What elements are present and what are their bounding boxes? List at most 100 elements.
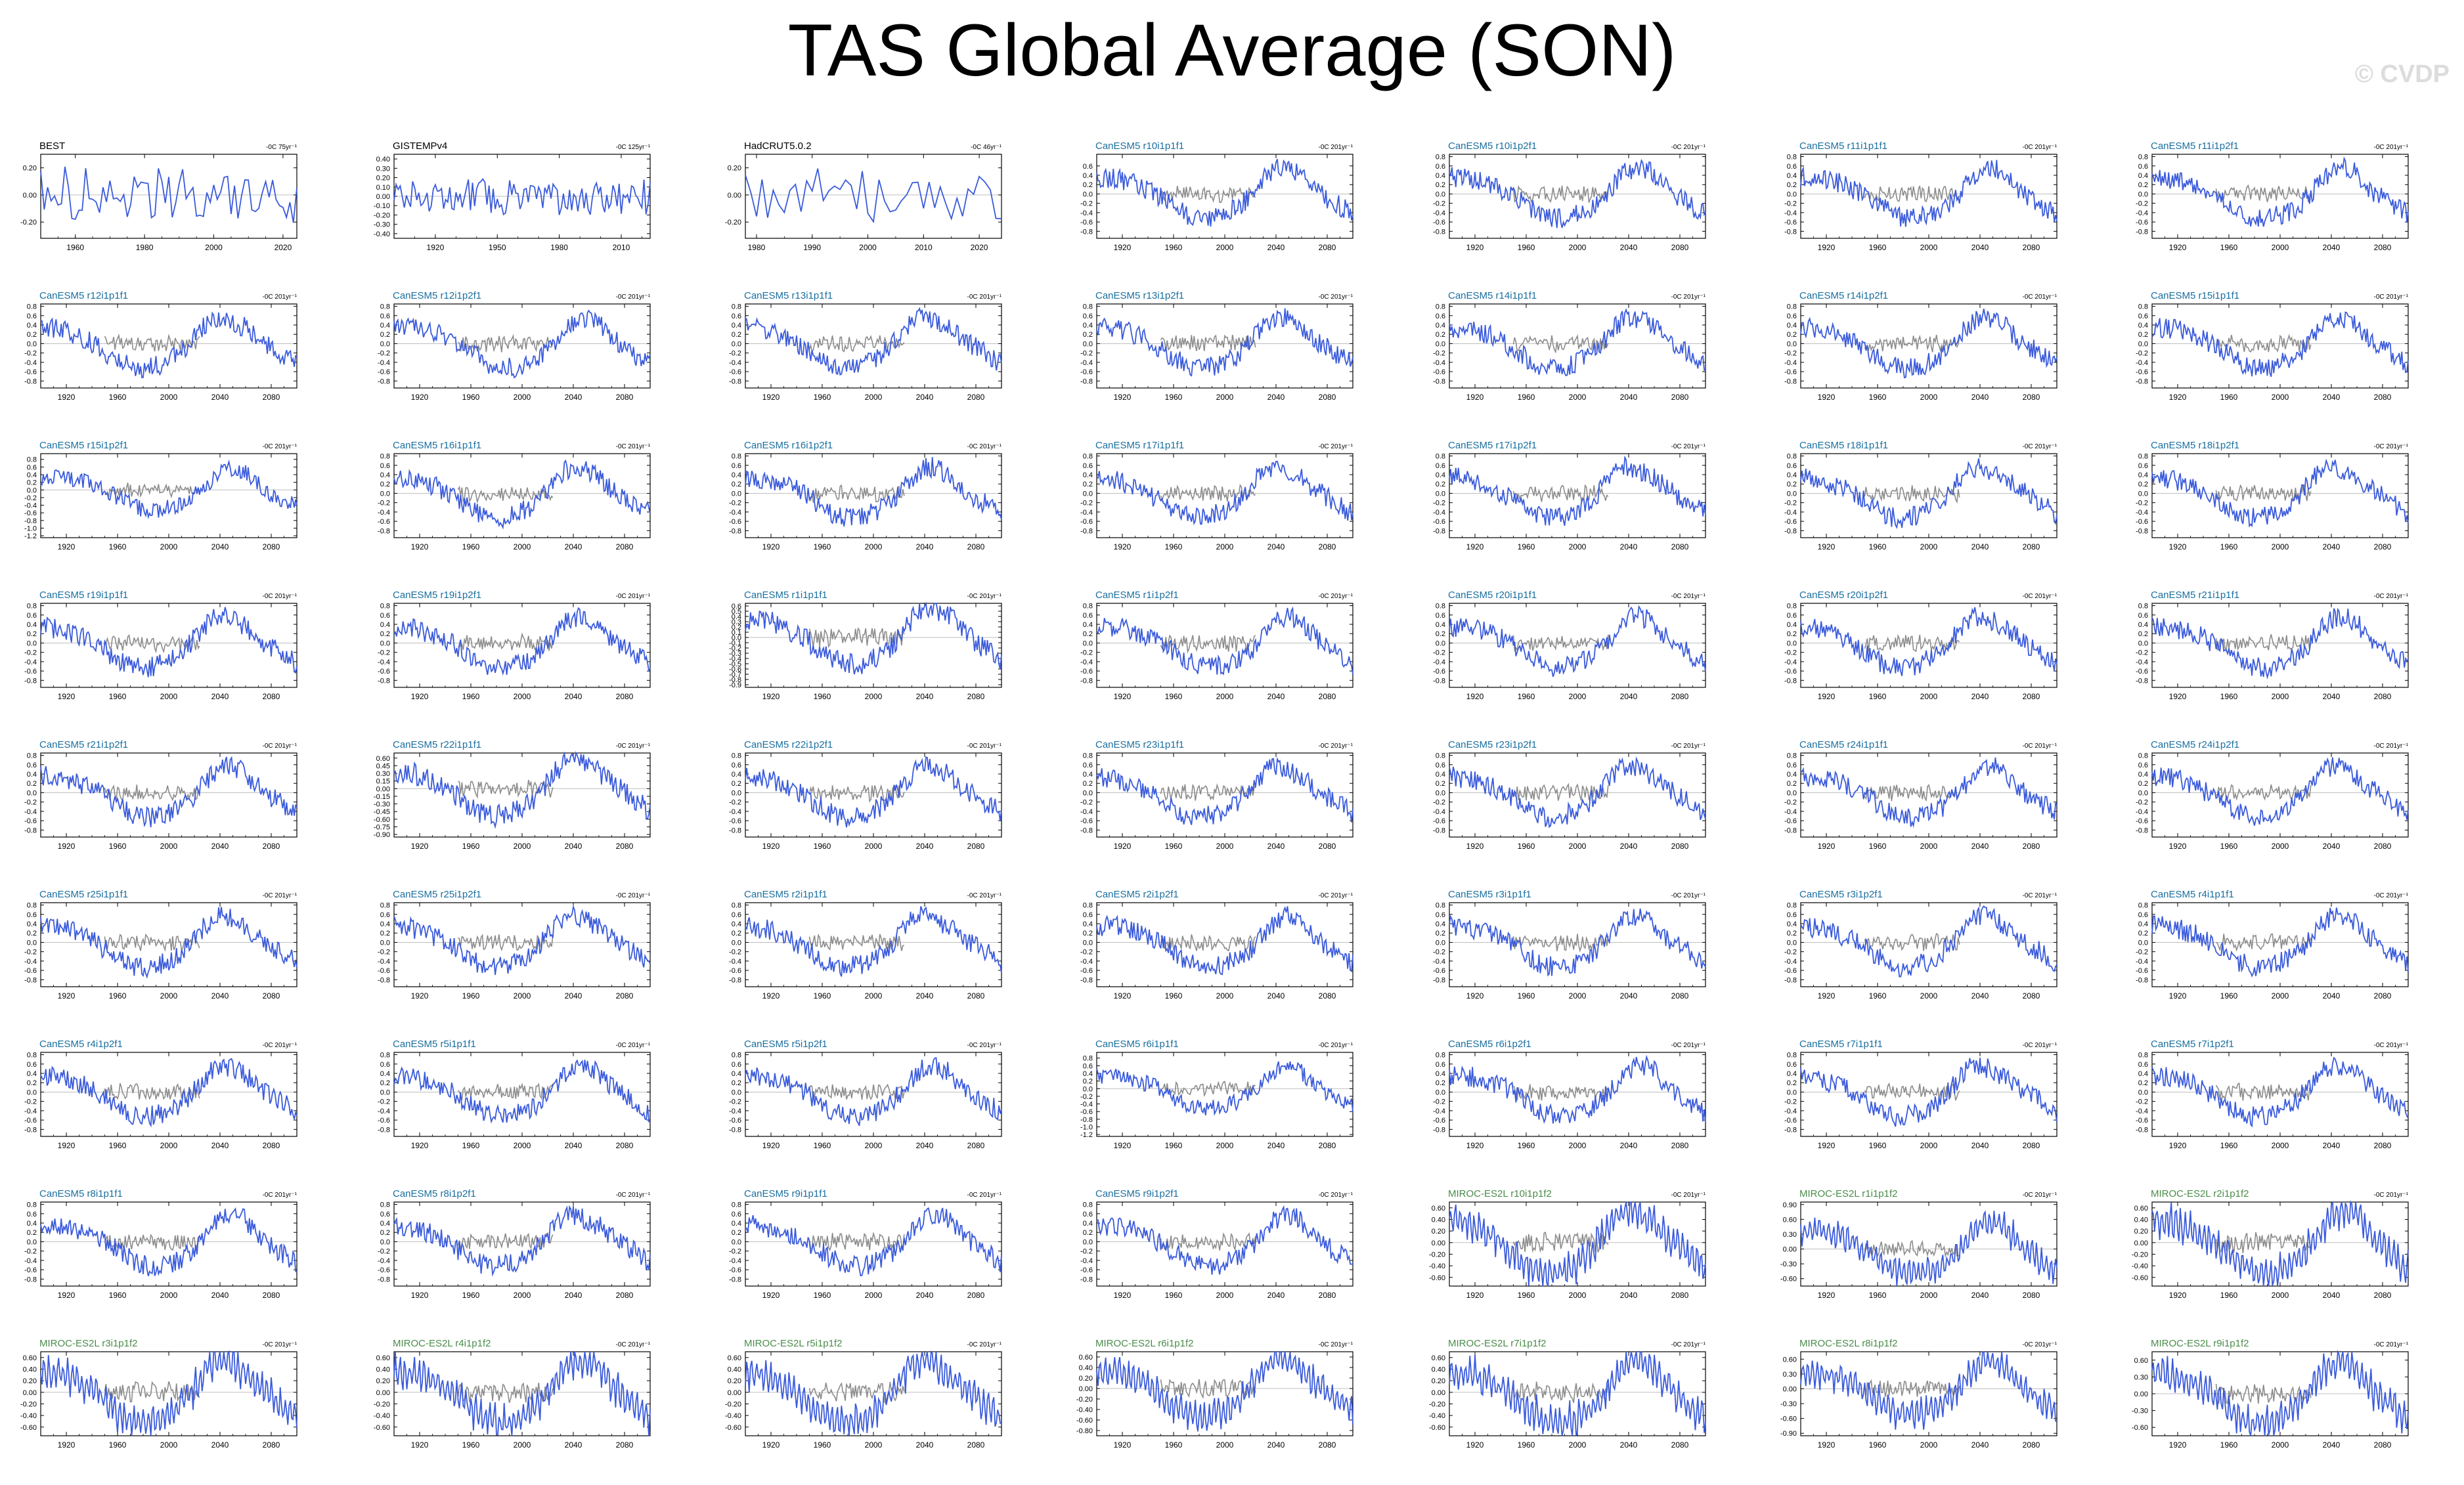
x-tick-label: 2080 [1319,991,1336,1001]
obs-overlay-line [1160,334,1256,351]
y-tick-label: 0.2 [1083,1078,1093,1086]
panel-title: CanESM5 r4i1p1f1 [2151,889,2234,900]
x-tick-label: 2080 [263,842,280,851]
x-tick-label: 1960 [109,842,127,851]
x-tick-label: 2080 [2023,1291,2040,1300]
x-tick-label: 1960 [109,991,127,1001]
y-tick-label: -0.40 [374,1412,390,1420]
series-line [1096,308,1353,377]
y-tick-label: -0.8 [729,527,741,535]
y-tick-label: -0.6 [2136,219,2148,226]
y-tick-label: 0.4 [27,1070,37,1078]
y-tick-label: -0.6 [2136,1117,2148,1125]
obs-overlay-line [808,335,905,353]
series-line [1449,605,1706,678]
y-tick-label: -0.8 [1080,377,1093,385]
y-tick-label: 0.0 [1436,190,1445,198]
y-tick-label: 0.8 [1436,1052,1445,1060]
panel-title: HadCRUT5.0.2 [744,140,812,152]
x-tick-label: 2080 [967,1141,985,1150]
y-tick-label: 0.60 [376,755,390,763]
y-tick-label: 0.6 [1787,1061,1797,1069]
obs-overlay-line [1864,334,1960,353]
y-tick-label: -0.8 [1433,527,1445,535]
y-tick-label: -0.6 [378,368,390,376]
y-tick-label: -0.6 [2136,368,2148,376]
y-tick-label: 0.0 [1787,1088,1797,1096]
x-tick-label: 1960 [1518,692,1535,701]
y-tick-label: -0.2 [2136,350,2148,358]
panel-title: CanESM5 r3i1p1f1 [1448,889,1531,900]
series-line [1096,1061,1353,1116]
x-tick-label: 2040 [1620,243,1638,252]
y-tick-label: -0.4 [2136,359,2148,367]
y-tick-label: 0.0 [27,939,37,947]
y-tick-label: -1.0 [1080,1123,1093,1131]
panel-trend-label: -0C 201yr⁻¹ [2022,593,2057,600]
x-tick-label: 2080 [2374,1141,2392,1150]
x-tick-label: 2040 [565,692,583,701]
y-tick-label: 0.0 [1083,1085,1093,1093]
x-tick-label: 1960 [1165,393,1183,402]
y-tick-label: 0.8 [27,603,37,611]
chart-panel: MIROC-ES2L r1i1p1f2 -0C 201yr⁻¹ 0.90 0.60 0.… [1780,1188,2057,1300]
x-tick-label: 1960 [109,1141,127,1150]
y-tick-label: 0.4 [380,471,390,479]
panel-frame [1800,1351,2057,1436]
series-line [1800,757,2057,829]
y-tick-label: 0.60 [1079,1354,1093,1362]
y-tick-label: -0.8 [1784,228,1797,236]
series-line [745,1057,1002,1127]
x-tick-label: 2040 [916,842,934,851]
y-tick-label: -0.60 [374,816,390,824]
y-tick-label: 0.2 [732,481,741,488]
y-tick-label: -0.6 [1080,219,1093,226]
panel-trend-label: -0C 201yr⁻¹ [1318,742,1353,750]
y-tick-label: 0.6 [1083,1062,1093,1070]
x-tick-label: 1960 [2220,1440,2238,1450]
panel-title: BEST [39,140,65,152]
y-tick-label: -0.8 [1433,228,1445,236]
series-line [2151,1350,2409,1436]
y-tick-label: 0.8 [1787,1052,1797,1060]
y-tick-label: -0.4 [2136,509,2148,517]
y-tick-label: 0.2 [1436,181,1445,189]
x-tick-label: 2080 [2374,243,2392,252]
y-tick-label: -0.4 [1433,808,1445,816]
x-tick-label: 2000 [160,542,178,551]
x-tick-label: 2040 [1971,1440,1989,1450]
x-tick-label: 1920 [1818,542,1836,551]
y-tick-label: -0.2 [729,1248,741,1256]
panel-frame [40,1201,297,1287]
panel-trend-label: -0C 201yr⁻¹ [1671,293,1705,301]
y-tick-label: 0.4 [732,920,741,928]
series-line [1096,756,1353,825]
series-line [2151,458,2409,528]
panel-trend-label: -0C 201yr⁻¹ [2373,742,2408,750]
y-tick-label: -0.2 [729,645,741,653]
chart-panel: MIROC-ES2L r9i1p1f2 -0C 201yr⁻¹ 0.60 0.30 0.… [2132,1338,2409,1450]
x-tick-label: 2040 [1267,991,1285,1001]
y-tick-label: -0.2 [24,494,37,502]
panel-title: CanESM5 r15i1p1f1 [2151,290,2239,301]
panel-trend-label: -0C 201yr⁻¹ [615,593,650,600]
y-tick-label: 0.2 [1436,481,1445,488]
x-tick-label: 2040 [916,991,934,1001]
y-tick-label: 0.0 [27,639,37,647]
x-tick-label: 1960 [1518,1440,1535,1450]
x-tick-label: 2040 [1620,991,1638,1001]
y-tick-label: -0.4 [1433,209,1445,217]
y-tick-label: 0.3 [732,618,741,626]
y-tick-label: 0.6 [1787,762,1797,769]
x-tick-label: 2040 [211,842,229,851]
y-tick-label: -0.6 [378,668,390,676]
y-tick-label: 0.6 [1083,612,1093,620]
y-tick-label: -0.6 [24,1266,37,1274]
y-tick-label: -0.2 [729,500,741,507]
chart-panel: CanESM5 r21i1p2f1 -0C 201yr⁻¹ 0.8 0.6 0.40.2… [24,739,297,851]
panel-frame [1449,154,1706,239]
series-line [2151,156,2409,227]
y-tick-label: 0.2 [2138,630,2148,638]
y-tick-label: -0.75 [374,823,390,831]
panel-title: MIROC-ES2L r4i1p1f2 [393,1338,491,1349]
